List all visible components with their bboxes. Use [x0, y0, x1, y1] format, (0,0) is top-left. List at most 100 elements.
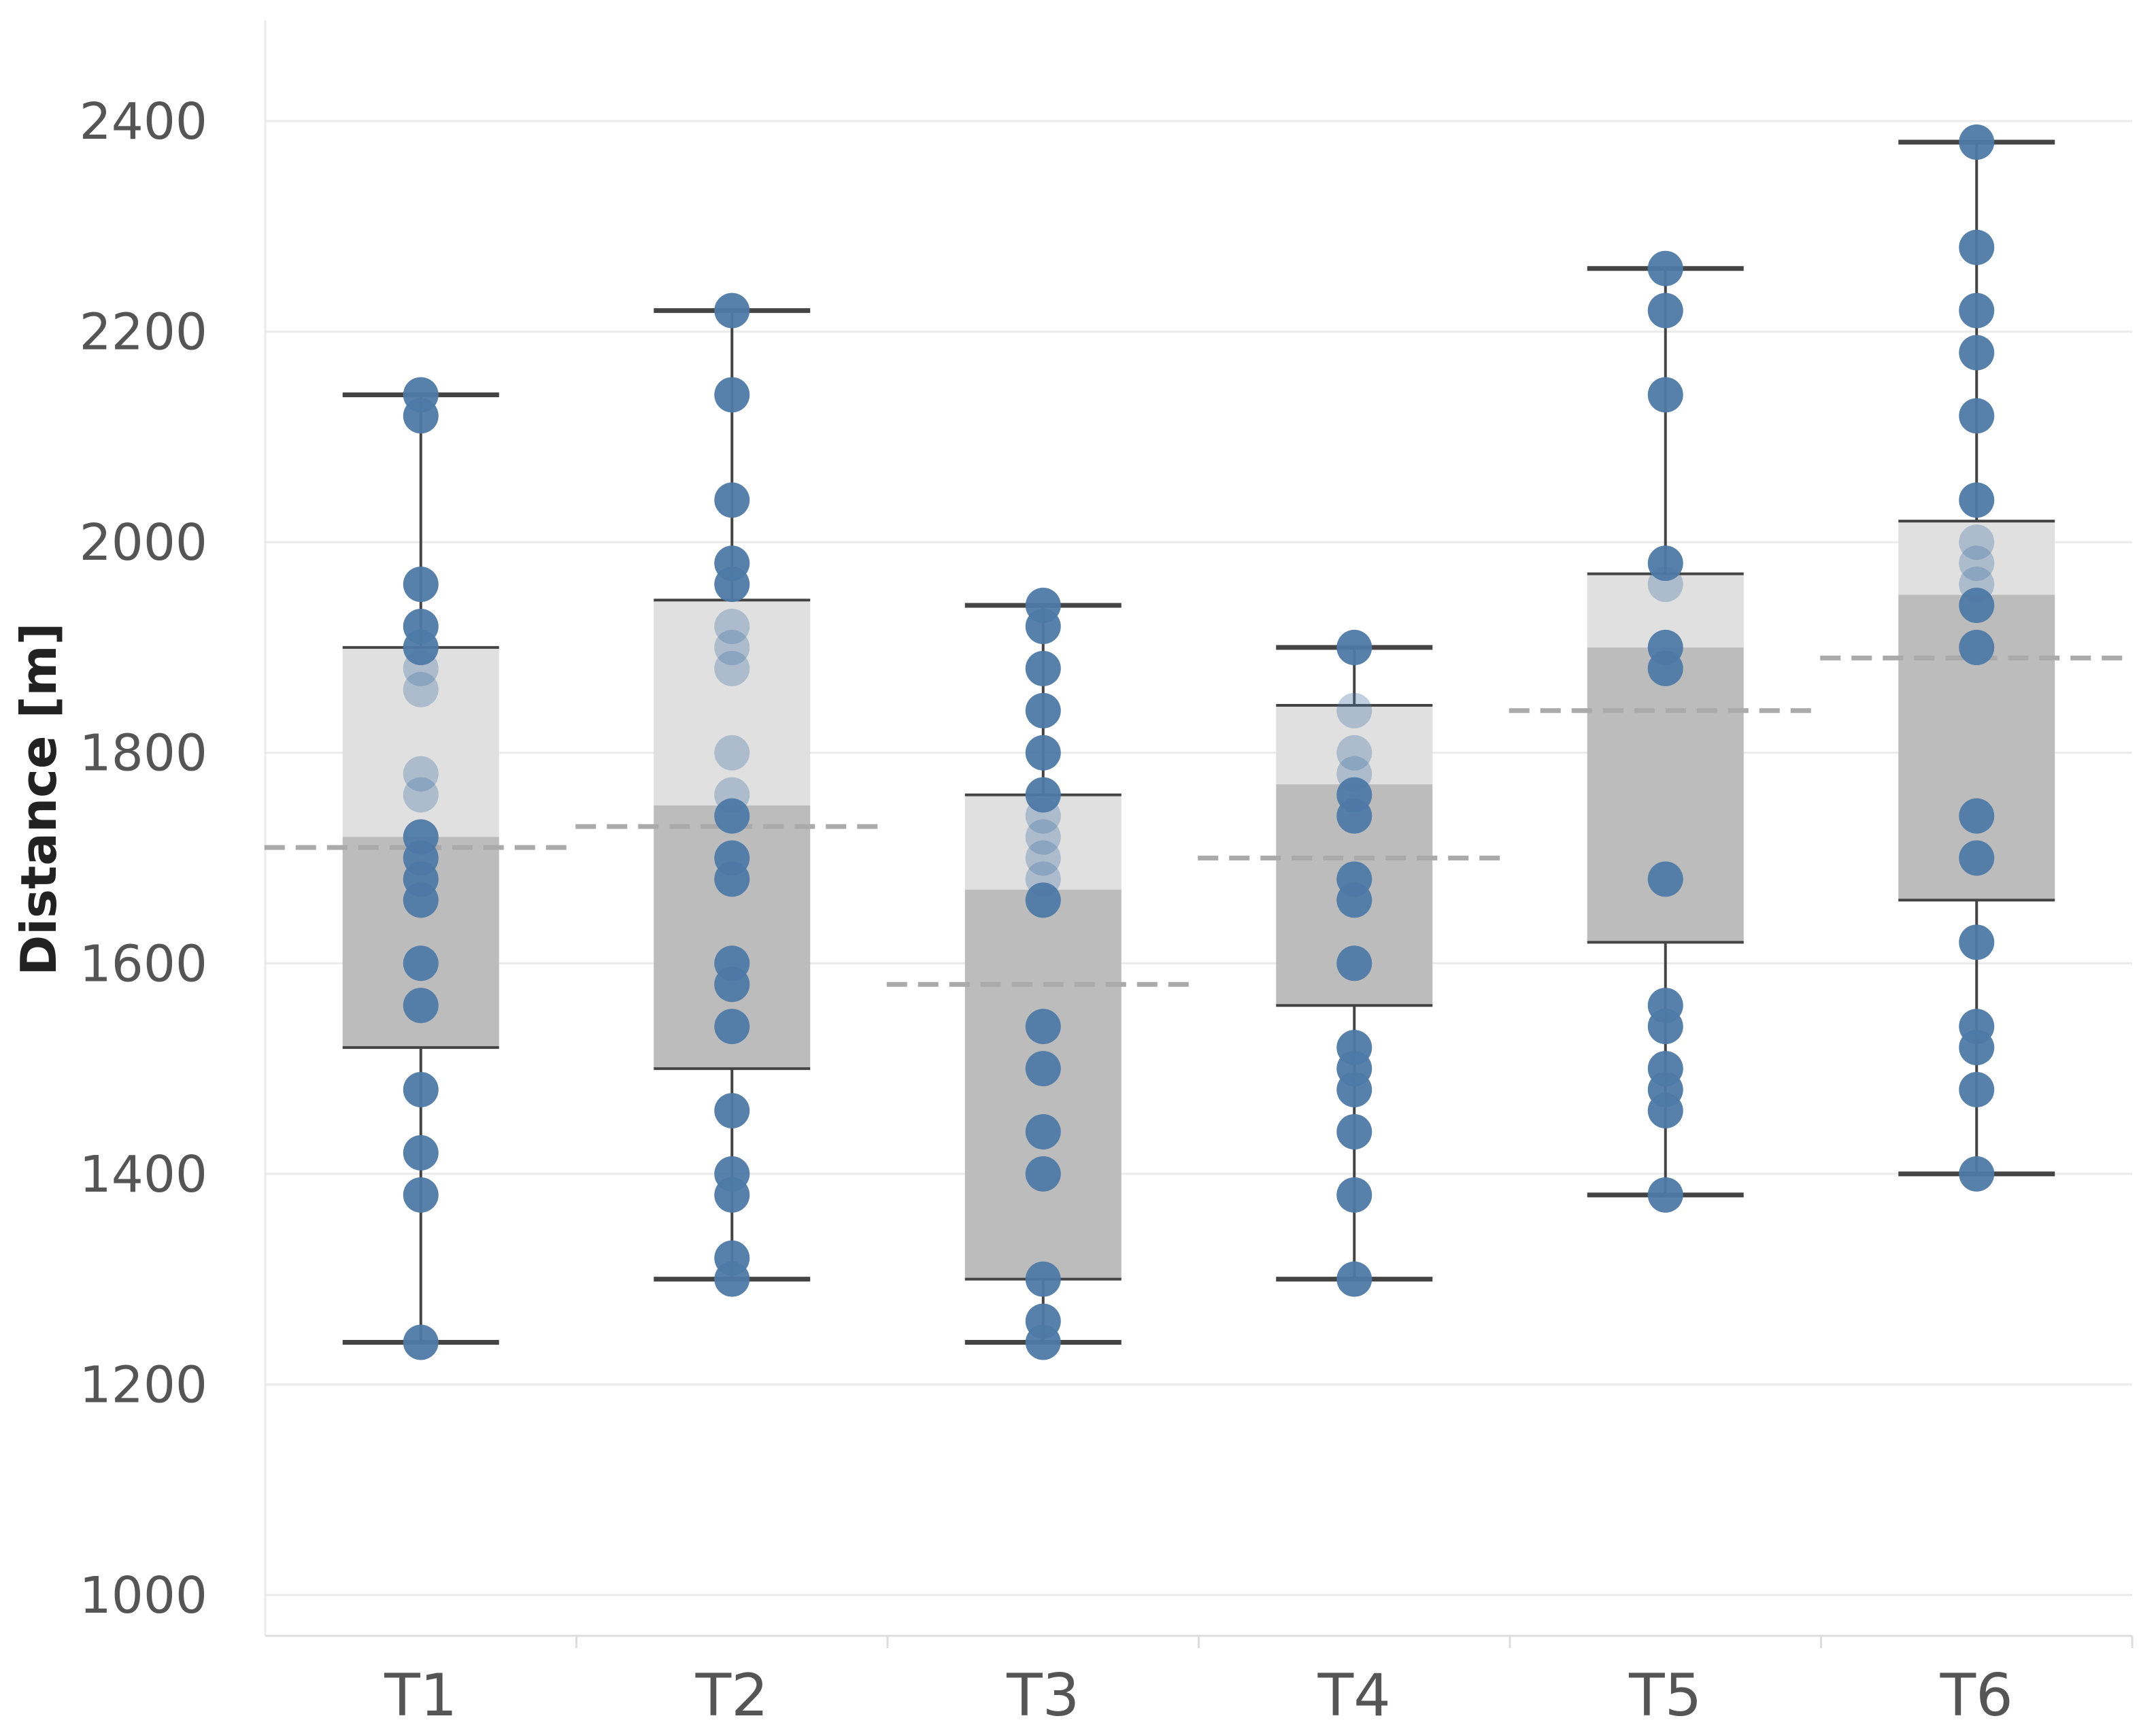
data-point [1959, 840, 1995, 876]
data-point [403, 567, 439, 603]
y-tick-label: 2000 [80, 514, 207, 572]
data-point [714, 567, 750, 603]
data-point [1647, 377, 1683, 413]
data-point [1959, 924, 1995, 960]
data-point [1025, 1051, 1061, 1087]
data-point [1336, 629, 1372, 665]
data-point [403, 398, 439, 434]
data-point [1025, 798, 1061, 834]
data-point [1959, 335, 1995, 371]
data-point [1647, 1177, 1683, 1213]
data-point [1959, 524, 1995, 560]
data-point [714, 629, 750, 665]
data-point [1959, 398, 1995, 434]
boxes [264, 139, 2134, 1345]
data-point [403, 756, 439, 792]
data-point [1959, 1072, 1995, 1108]
data-point [1647, 1092, 1683, 1128]
data-point [1336, 735, 1372, 771]
data-point [714, 1177, 750, 1213]
data-point [1959, 1156, 1995, 1192]
box-upper-half [654, 600, 811, 806]
data-point [1025, 882, 1061, 918]
data-point [403, 629, 439, 665]
data-point [714, 798, 750, 834]
data-points [403, 124, 1995, 1360]
x-category-label: T6 [1940, 1662, 2013, 1729]
data-point [1959, 629, 1995, 665]
y-tick-label: 1200 [80, 1356, 207, 1414]
box-upper-half [1898, 521, 2055, 595]
data-point [1336, 1113, 1372, 1149]
data-point [1025, 650, 1061, 686]
data-point [1647, 650, 1683, 686]
data-point [1025, 819, 1061, 855]
data-point [403, 945, 439, 981]
data-point [714, 482, 750, 518]
data-point [714, 1009, 750, 1045]
data-point [1959, 1030, 1995, 1066]
data-point [403, 777, 439, 813]
data-point [1959, 482, 1995, 518]
data-point [1959, 229, 1995, 265]
y-tick-label: 2200 [80, 303, 207, 362]
data-point [1647, 567, 1683, 603]
data-point [714, 735, 750, 771]
data-point [1025, 608, 1061, 644]
data-point [1336, 1177, 1372, 1213]
data-point [1025, 1009, 1061, 1045]
data-point [1647, 292, 1683, 329]
data-point [1025, 1324, 1061, 1360]
box-upper-half [1276, 705, 1433, 785]
data-point [1025, 777, 1061, 813]
data-point [1647, 545, 1683, 582]
data-point [1336, 798, 1372, 834]
data-point [403, 1135, 439, 1171]
x-category-label: T3 [1006, 1662, 1079, 1729]
data-point [714, 650, 750, 686]
data-point [1959, 798, 1995, 834]
data-point [1336, 882, 1372, 918]
x-category-label: T5 [1628, 1662, 1702, 1729]
data-point [1025, 840, 1061, 876]
x-category-label: T2 [695, 1662, 769, 1729]
data-point [1959, 292, 1995, 329]
data-point [403, 1324, 439, 1360]
gridlines [264, 20, 2134, 1648]
x-category-label: T4 [1317, 1662, 1391, 1729]
data-point [1336, 1261, 1372, 1297]
data-point [714, 967, 750, 1003]
y-axis-title: Distance [m] [10, 623, 67, 976]
y-axis-ticks: 1000 1200 1400 1600 1800 2000 2200 2400 [80, 93, 207, 1625]
data-point [403, 671, 439, 707]
data-point [714, 377, 750, 413]
data-point [714, 608, 750, 644]
data-point [403, 988, 439, 1024]
data-point [714, 861, 750, 897]
y-tick-label: 2400 [80, 93, 207, 151]
y-tick-label: 1000 [80, 1566, 207, 1625]
box-upper-half [342, 647, 499, 837]
data-point [714, 292, 750, 329]
x-category-label: T1 [384, 1662, 457, 1729]
data-point [1025, 1113, 1061, 1149]
y-tick-label: 1800 [80, 724, 207, 783]
data-point [1025, 692, 1061, 728]
y-tick-label: 1400 [80, 1145, 207, 1204]
box-lower-half [1587, 647, 1744, 943]
data-point [1025, 1156, 1061, 1192]
data-point [1647, 861, 1683, 897]
data-point [1647, 1009, 1683, 1045]
data-point [1025, 1261, 1061, 1297]
data-point [1336, 945, 1372, 981]
data-point [1336, 692, 1372, 728]
x-axis-ticks: T1 T2 T3 T4 T5 T6 [384, 1662, 2013, 1729]
y-tick-label: 1600 [80, 935, 207, 993]
data-point [403, 882, 439, 918]
data-point [1647, 250, 1683, 286]
data-point [714, 1261, 750, 1297]
data-point [1959, 545, 1995, 582]
data-point [1025, 735, 1061, 771]
data-point [403, 1072, 439, 1108]
